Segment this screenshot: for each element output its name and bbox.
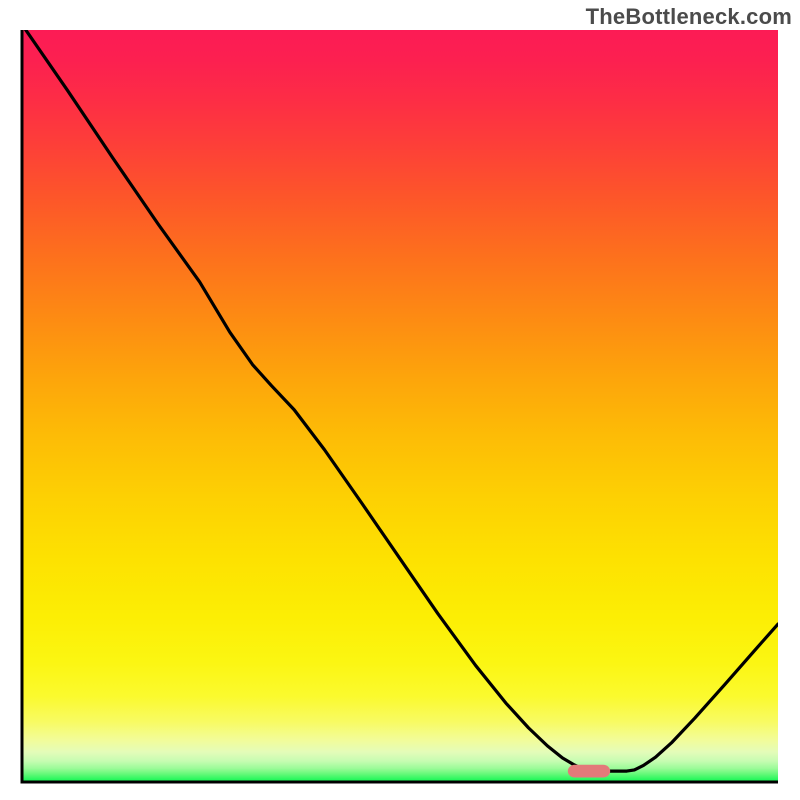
watermark-text: TheBottleneck.com bbox=[586, 4, 792, 30]
bottleneck-curve-chart bbox=[0, 0, 800, 800]
gradient-background bbox=[22, 30, 778, 782]
optimum-marker bbox=[568, 765, 610, 778]
plot-area bbox=[22, 30, 778, 782]
chart-container: TheBottleneck.com bbox=[0, 0, 800, 800]
